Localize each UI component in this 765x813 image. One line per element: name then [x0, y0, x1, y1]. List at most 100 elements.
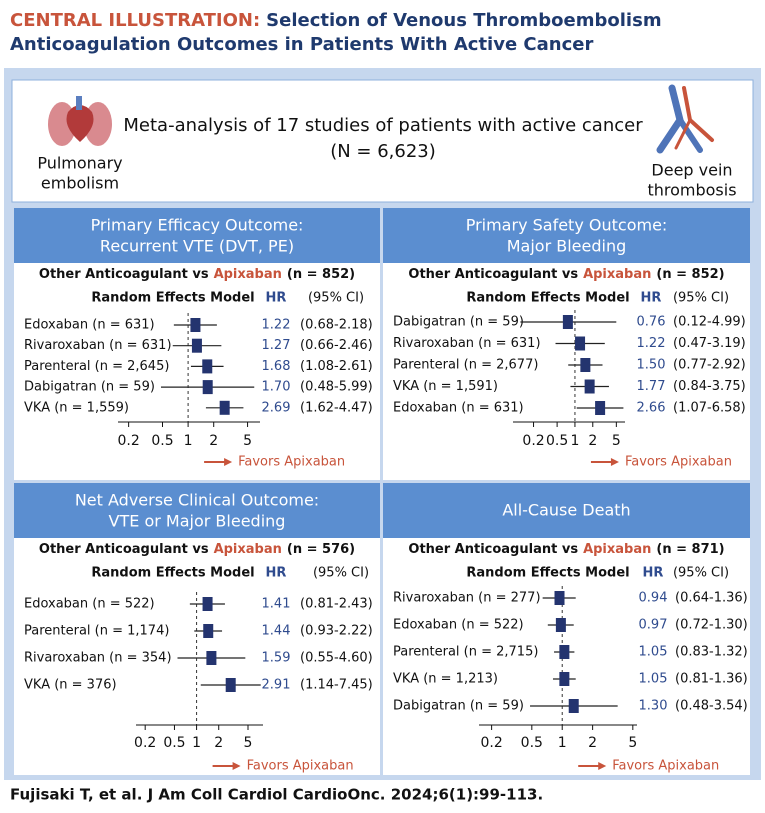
right-icon-label: thrombosis [647, 181, 736, 200]
x-axis-label: Favors Apixaban [612, 759, 719, 774]
hr-marker [190, 318, 201, 332]
x-tick-label: 0.2 [522, 433, 544, 449]
x-tick-label: 1 [184, 433, 193, 449]
hr-value: 1.22 [262, 318, 291, 333]
x-tick-label: 0.5 [521, 735, 543, 751]
panel-title: All-Cause Death [502, 501, 630, 520]
x-tick-label: 1 [558, 735, 567, 751]
heart-lung-icon [48, 96, 112, 146]
column-header: (95% CI) [313, 566, 369, 581]
ci-value: (0.66-2.46) [300, 338, 373, 353]
hr-value: 1.68 [262, 359, 291, 374]
column-header: (95% CI) [673, 291, 729, 306]
column-header: HR [266, 566, 287, 581]
citation: Fujisaki T, et al. J Am Coll Cardiol Car… [10, 786, 543, 804]
header-line-2: Anticoagulation Outcomes in Patients Wit… [10, 34, 593, 55]
ci-value: (0.81-1.36) [675, 672, 748, 687]
panel-header [14, 208, 380, 263]
x-tick-label: 5 [243, 433, 252, 449]
hr-value: 1.44 [262, 624, 291, 639]
row-label: Parenteral (n = 2,677) [393, 358, 538, 373]
column-header: (95% CI) [308, 291, 364, 306]
hr-marker [206, 651, 217, 665]
comparison-drug: Apixaban [583, 267, 651, 282]
ci-value: (0.93-2.22) [300, 624, 373, 639]
hr-value: 1.30 [639, 699, 668, 714]
panel-title: Net Adverse Clinical Outcome: [75, 491, 319, 510]
column-header: Random Effects Model [466, 566, 629, 581]
hr-marker [202, 597, 213, 611]
panel-header [383, 208, 750, 263]
x-axis-label: Favors Apixaban [247, 759, 354, 774]
row-label: VKA (n = 1,591) [393, 379, 498, 394]
ci-value: (0.81-2.43) [300, 597, 373, 612]
x-tick-label: 5 [244, 735, 253, 751]
ci-value: (0.68-2.18) [300, 318, 373, 333]
ci-value: (0.55-4.60) [300, 651, 373, 666]
comparison-n: (n = 871) [656, 542, 724, 557]
hr-marker [580, 358, 591, 372]
hr-marker [568, 699, 579, 713]
row-label: Edoxaban (n = 522) [24, 597, 155, 612]
row-label: Rivaroxaban (n = 277) [393, 591, 541, 606]
comparison: Other Anticoagulant vs Apixaban (n = 852) [39, 267, 355, 282]
row-label: Rivaroxaban (n = 631) [24, 338, 172, 353]
x-tick-label: 0.5 [163, 735, 185, 751]
hr-marker [559, 645, 570, 659]
ci-value: (0.64-1.36) [675, 591, 748, 606]
hr-marker [202, 359, 213, 374]
hr-marker [584, 379, 595, 394]
comparison: Other Anticoagulant vs Apixaban (n = 871) [408, 542, 724, 557]
x-tick-label: 0.2 [117, 433, 139, 449]
favors-arrowhead [610, 458, 619, 466]
hr-value: 2.69 [262, 400, 291, 415]
hr-marker [575, 336, 586, 351]
hr-value: 0.94 [639, 591, 668, 606]
row-label: Edoxaban (n = 631) [393, 401, 524, 416]
comparison-prefix: Other Anticoagulant vs [408, 267, 578, 282]
x-tick-label: 5 [612, 433, 621, 449]
favors-arrowhead [598, 762, 607, 770]
left-icon-label: Pulmonary [37, 154, 122, 173]
favors-arrowhead [232, 762, 241, 770]
row-label: Parenteral (n = 2,715) [393, 645, 538, 660]
comparison-prefix: Other Anticoagulant vs [408, 542, 578, 557]
hr-marker [562, 315, 573, 329]
hr-marker [559, 672, 570, 686]
header-label: CENTRAL ILLUSTRATION: [10, 10, 260, 31]
ci-value: (1.07-6.58) [673, 401, 746, 416]
hr-value: 1.50 [637, 358, 666, 373]
column-header: Random Effects Model [91, 566, 254, 581]
hr-value: 1.77 [637, 379, 666, 394]
panel-title: VTE or Major Bleeding [109, 512, 286, 531]
row-label: Rivaroxaban (n = 631) [393, 336, 541, 351]
hr-value: 1.41 [262, 597, 291, 612]
row-label: VKA (n = 1,559) [24, 400, 129, 415]
ci-value: (0.77-2.92) [673, 358, 746, 373]
row-label: Rivaroxaban (n = 354) [24, 651, 172, 666]
hr-marker [219, 400, 230, 415]
ci-value: (1.62-4.47) [300, 400, 373, 415]
row-label: Edoxaban (n = 522) [393, 618, 524, 633]
column-header: HR [641, 291, 662, 306]
column-header: HR [266, 291, 287, 306]
comparison-drug: Apixaban [214, 542, 282, 557]
row-label: Dabigatran (n = 59) [393, 699, 524, 714]
comparison-n: (n = 852) [287, 267, 355, 282]
overview-total: (N = 6,623) [330, 141, 436, 162]
x-tick-label: 2 [588, 735, 597, 751]
panel-title: Primary Efficacy Outcome: [91, 216, 304, 235]
ci-value: (1.08-2.61) [300, 359, 373, 374]
hr-value: 1.70 [262, 380, 291, 395]
header-title: Selection of Venous Thromboembolism [266, 10, 661, 31]
panel-title: Primary Safety Outcome: [466, 216, 668, 235]
x-tick-label: 0.2 [480, 735, 502, 751]
x-tick-label: 2 [209, 433, 218, 449]
column-header: HR [643, 566, 664, 581]
x-tick-label: 0.5 [151, 433, 173, 449]
x-tick-label: 0.2 [134, 735, 156, 751]
row-label: Parenteral (n = 1,174) [24, 624, 169, 639]
favors-arrowhead [224, 458, 233, 466]
x-tick-label: 1 [192, 735, 201, 751]
